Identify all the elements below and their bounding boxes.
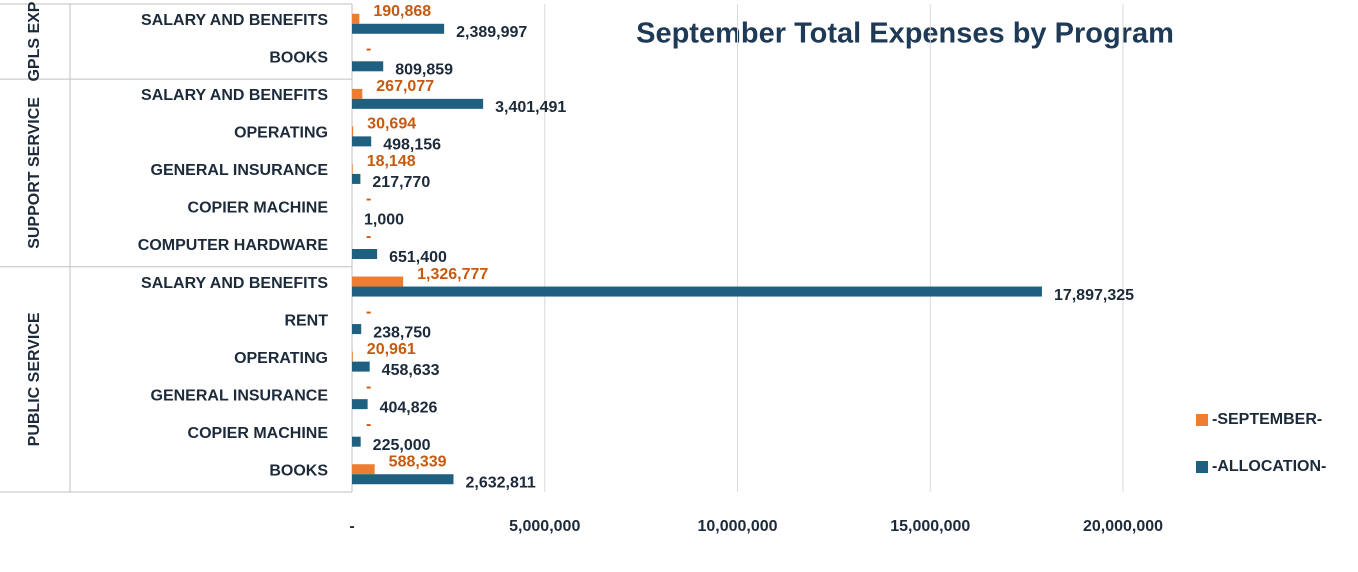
category-label: SALARY AND BENEFITS (141, 275, 328, 292)
legend-swatch (1196, 461, 1208, 473)
bar (352, 474, 454, 485)
bar (352, 286, 1042, 297)
data-label: - (366, 303, 371, 320)
data-label: 404,826 (380, 399, 438, 416)
x-tick-label: 10,000,000 (697, 518, 777, 535)
data-label: 18,148 (367, 153, 416, 170)
data-label: 651,400 (389, 249, 447, 266)
category-label: RENT (284, 312, 328, 329)
data-label: - (366, 191, 371, 208)
bar (352, 249, 378, 259)
bar (352, 98, 484, 109)
legend-label: -SEPTEMBER- (1212, 411, 1322, 428)
bar (352, 276, 404, 287)
bar (352, 173, 361, 184)
bar (352, 399, 368, 410)
data-label: 498,156 (383, 137, 441, 154)
data-label: - (366, 228, 371, 245)
data-label: 588,339 (389, 453, 447, 470)
category-label: BOOKS (269, 462, 328, 479)
category-label: BOOKS (269, 50, 328, 67)
category-label: OPERATING (234, 125, 328, 142)
category-label: GENERAL INSURANCE (151, 387, 329, 404)
data-label: 217,770 (372, 174, 430, 191)
x-tick-label: 15,000,000 (890, 518, 970, 535)
category-label: SALARY AND BENEFITS (141, 12, 328, 29)
category-label: SALARY AND BENEFITS (141, 87, 328, 104)
data-label: 17,897,325 (1054, 287, 1134, 304)
data-label: - (366, 378, 371, 395)
data-label: 458,633 (382, 362, 440, 379)
category-label: GENERAL INSURANCE (151, 162, 329, 179)
data-label: 2,389,997 (456, 24, 527, 41)
x-tick-label: 5,000,000 (509, 518, 580, 535)
x-tick-label: 20,000,000 (1083, 518, 1163, 535)
data-label: 20,961 (367, 341, 416, 358)
bar (352, 136, 372, 147)
data-label: 267,077 (376, 78, 434, 95)
category-label: OPERATING (234, 350, 328, 367)
category-label: COPIER MACHINE (188, 200, 329, 217)
bar (352, 23, 445, 34)
data-label: - (366, 41, 371, 58)
bar (352, 324, 362, 335)
bar (352, 436, 361, 447)
data-label: 1,000 (364, 212, 404, 229)
bar (352, 88, 363, 99)
data-label: - (366, 416, 371, 433)
category-label: COPIER MACHINE (188, 425, 329, 442)
bar (352, 351, 353, 362)
data-label: 3,401,491 (495, 99, 566, 116)
data-label: 2,632,811 (465, 474, 535, 491)
group-label: PUBLIC SERVICE (26, 312, 43, 446)
data-label: 809,859 (395, 62, 453, 79)
bar (352, 61, 384, 72)
bar (352, 13, 360, 24)
data-label: 225,000 (373, 437, 431, 454)
chart-title: September Total Expenses by Program (636, 18, 1174, 50)
bar (352, 464, 375, 475)
data-label: 30,694 (367, 116, 416, 133)
category-label: COMPUTER HARDWARE (138, 237, 329, 254)
bar (352, 126, 354, 137)
data-label: 1,326,777 (417, 266, 488, 283)
data-label: 238,750 (373, 324, 431, 341)
bar (352, 163, 353, 174)
legend-swatch (1196, 414, 1208, 426)
bar (352, 361, 370, 372)
x-tick-label: - (349, 518, 354, 535)
legend-label: -ALLOCATION- (1212, 458, 1326, 475)
data-label: 190,868 (373, 3, 431, 20)
group-label: GPLS EXP (26, 1, 43, 81)
group-label: SUPPORT SERVICE (26, 97, 43, 249)
